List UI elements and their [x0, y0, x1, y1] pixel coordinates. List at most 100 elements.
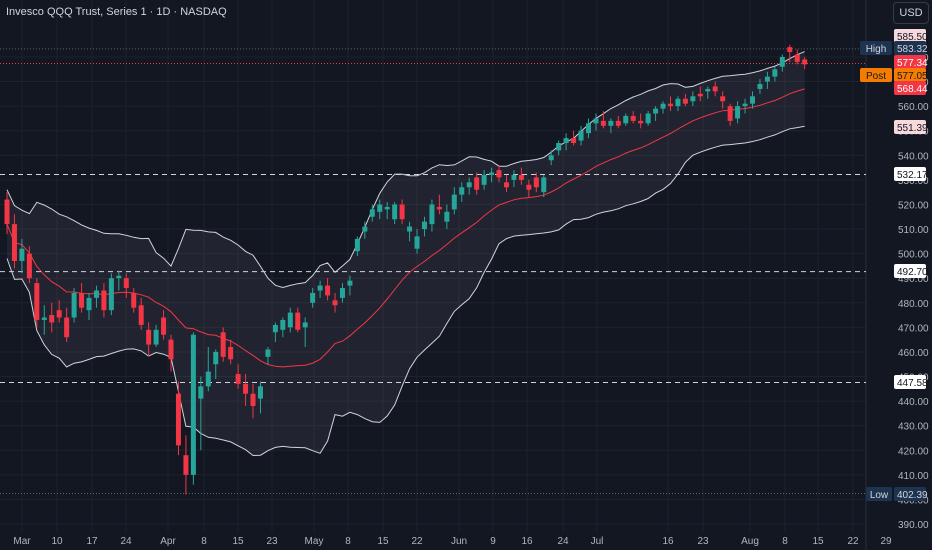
candle-down [503, 174, 509, 193]
candle-body [265, 349, 271, 357]
candle-down [131, 288, 137, 313]
candle-body [787, 47, 793, 53]
candle-body [518, 174, 524, 180]
chart-title: Invesco QQQ Trust, Series 1 · 1D · NASDA… [6, 6, 227, 18]
candle-down [34, 278, 40, 328]
candle-up [675, 96, 681, 112]
candle-body [280, 319, 286, 330]
candle-up [735, 101, 741, 124]
candle-body [757, 84, 763, 89]
candle-down [101, 283, 107, 318]
price-badge: 447.58 [894, 375, 928, 389]
candle-body [653, 108, 659, 114]
candle-down [49, 302, 55, 333]
x-tick-label: 17 [86, 536, 98, 547]
candle-body [41, 317, 47, 320]
y-tick-label: 500.00 [898, 250, 929, 261]
candle-up [764, 71, 770, 89]
candle-up [41, 305, 47, 335]
candle-body [310, 292, 316, 303]
y-tick-label: 420.00 [898, 446, 929, 457]
price-badge-box [894, 120, 926, 134]
candle-body [436, 206, 442, 210]
candle-body [526, 184, 532, 190]
candle-body [466, 182, 472, 188]
y-tick-label: 480.00 [898, 299, 929, 310]
candle-up [444, 204, 450, 230]
candle-body [257, 386, 263, 399]
candle-up [116, 270, 122, 291]
candle-up [108, 273, 114, 316]
x-tick-label: Apr [160, 536, 176, 547]
candle-body [183, 455, 189, 475]
candle-up [377, 199, 383, 220]
candle-body [399, 204, 405, 220]
x-tick-label: 22 [847, 536, 859, 547]
candle-up [362, 221, 368, 239]
x-tick-label: 23 [266, 536, 278, 547]
candle-up [653, 106, 659, 121]
currency-button[interactable]: USD [893, 2, 929, 24]
candle-body [705, 88, 711, 92]
candle-up [407, 221, 413, 242]
candle-down [220, 327, 226, 362]
candle-body [496, 170, 502, 178]
candle-down [64, 307, 70, 343]
candle-up [287, 307, 293, 333]
candle-body [325, 285, 331, 296]
x-tick-label: 8 [201, 536, 207, 547]
candle-up [466, 177, 472, 195]
candle-up [272, 322, 278, 343]
candle-body [630, 115, 636, 121]
y-tick-label: 390.00 [898, 520, 929, 531]
price-badge: High 583.32 [860, 41, 928, 55]
candle-body [772, 69, 778, 77]
candle-body [190, 334, 196, 475]
candle-down [712, 81, 718, 97]
y-tick-label: 460.00 [898, 348, 929, 359]
candle-body [384, 206, 390, 210]
candle-body [548, 155, 554, 161]
y-tick-label: 490.00 [898, 274, 929, 285]
x-tick-label: 9 [490, 536, 496, 547]
candle-body [511, 174, 517, 180]
candle-body [585, 123, 591, 134]
candle-down [615, 115, 621, 129]
candle-up [585, 118, 591, 139]
time-axis[interactable]: Mar 10 17 24 Apr 8 15 23 May 8 15 22 Jun 9 16 24 Jul 16 23… [13, 536, 892, 547]
x-tick-label: Mar [13, 536, 31, 547]
candle-body [600, 120, 606, 126]
candle-down [250, 383, 256, 419]
candle-body [369, 209, 375, 217]
candle-body [19, 248, 25, 261]
candle-body [93, 290, 99, 298]
candle-body [56, 310, 62, 318]
candle-up [623, 113, 629, 126]
candle-body [429, 204, 435, 225]
candle-up [153, 324, 159, 348]
candle-up [481, 170, 487, 190]
band-fill [7, 51, 805, 456]
candle-body [101, 290, 107, 311]
candle-down [123, 273, 129, 298]
candle-down [56, 300, 62, 323]
candle-down [228, 339, 234, 365]
candle-body [407, 226, 413, 232]
price-badge: 577.34 [894, 55, 928, 69]
x-tick-label: 29 [880, 536, 892, 547]
candle-body [459, 187, 465, 195]
candle-up [280, 317, 286, 338]
candle-body [317, 285, 323, 291]
candle-up [71, 288, 77, 323]
price-badge: 492.70 [894, 264, 928, 278]
candle-body [272, 324, 278, 333]
candle-body [235, 374, 241, 384]
price-badge-box [894, 29, 926, 43]
candle-up [459, 182, 465, 203]
candle-down [168, 334, 174, 372]
candle-body [593, 118, 599, 124]
candle-down [697, 86, 703, 102]
candle-down [667, 96, 673, 112]
candle-up [608, 118, 614, 134]
